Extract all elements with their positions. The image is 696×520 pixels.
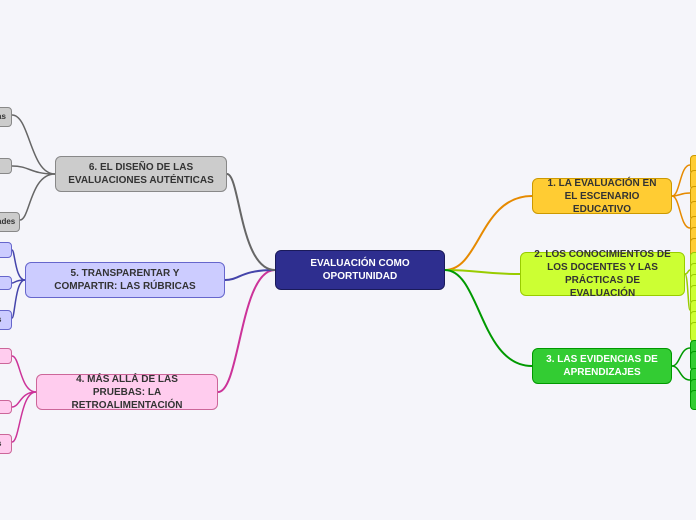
sub-node <box>0 348 12 364</box>
sub-node: s <box>0 434 12 454</box>
sub-node <box>0 276 12 290</box>
sub-node <box>0 242 12 258</box>
branch-node: 4. MÁS ALLÁ DE LAS PRUEBAS: LA RETROALIM… <box>36 374 218 410</box>
sub-node: ades <box>0 212 20 232</box>
sub-node <box>0 400 12 414</box>
branch-node: 2. LOS CONOCIMIENTOS DE LOS DOCENTES Y L… <box>520 252 685 296</box>
sub-node <box>0 158 12 174</box>
sub-node: as <box>0 107 12 127</box>
sub-node: doce <box>690 322 696 342</box>
branch-node: 3. LAS EVIDENCIAS DE APRENDIZAJES <box>532 348 672 384</box>
branch-node: 1. LA EVALUACIÓN EN EL ESCENARIO EDUCATI… <box>532 178 672 214</box>
sub-node: s <box>0 310 12 330</box>
sub-node: prác <box>690 390 696 410</box>
center-node: EVALUACIÓN COMO OPORTUNIDAD <box>275 250 445 290</box>
branch-node: 6. EL DISEÑO DE LAS EVALUACIONES AUTÉNTI… <box>55 156 227 192</box>
branch-node: 5. TRANSPARENTAR Y COMPARTIR: LAS RÚBRIC… <box>25 262 225 298</box>
